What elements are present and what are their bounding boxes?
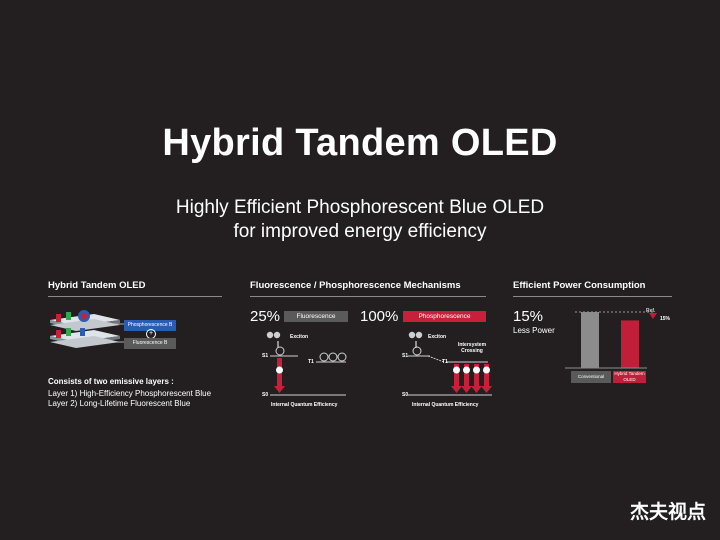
- less-power-label: Less Power: [513, 326, 555, 335]
- panel3-header: Efficient Power Consumption: [513, 280, 672, 297]
- phos-exciton-label: Exciton: [428, 334, 447, 340]
- desc-layer-1: Layer 1) High-Efficiency Phosphorescent …: [48, 389, 212, 398]
- bar-label-conventional: Conventional: [571, 371, 611, 383]
- down-arrow-icon: [649, 313, 657, 319]
- ref-label: Ref.: [646, 308, 656, 314]
- panel2-header: Fluorescence / Phosphorescence Mechanism…: [250, 280, 486, 297]
- bar-label-hybrid: Hybrid Tandem OLED: [613, 371, 646, 383]
- page-title: Hybrid Tandem OLED: [162, 122, 558, 164]
- bar-conventional: [581, 312, 599, 368]
- fluorescence-diagram: [266, 331, 347, 396]
- fluo-s1-label: S1: [262, 353, 269, 359]
- power-bar-chart: [565, 311, 657, 369]
- fluorescence-label: Fluorescence: [284, 311, 348, 322]
- panel-power: Efficient Power Consumption: [513, 280, 672, 297]
- fluo-exciton-label: Exciton: [290, 334, 309, 340]
- desc-title: Consists of two emissive layers :: [48, 377, 174, 386]
- fluo-t1-label: T1: [308, 359, 314, 365]
- panel1-header: Hybrid Tandem OLED: [48, 280, 222, 297]
- isc-label: Intersystem Crossing: [457, 342, 487, 354]
- panel-hybrid-tandem: Hybrid Tandem OLED: [48, 280, 222, 297]
- fluo-s0-label: S0: [262, 392, 269, 398]
- panel-mechanisms: Fluorescence / Phosphorescence Mechanism…: [250, 280, 486, 297]
- fluorescence-percent: 25%: [250, 308, 281, 325]
- bar-hybrid-tandem: [621, 320, 639, 368]
- desc-layer-2: Layer 2) Long-Lifetime Fluorescent Blue: [48, 399, 191, 408]
- tag-phosphorescence-b: Phosphorescence B: [124, 320, 176, 331]
- phos-s0-label: S0: [402, 392, 409, 398]
- phos-s1-label: S1: [402, 353, 409, 359]
- phos-t1-label: T1: [442, 359, 448, 365]
- ref-percent: 15%: [660, 316, 671, 322]
- layer-description: Consists of two emissive layers : Layer …: [48, 377, 228, 409]
- subtitle-line-2: for improved energy efficiency: [233, 221, 487, 242]
- subtitle: Highly Efficient Phosphorescent Blue OLE…: [0, 196, 720, 244]
- phos-caption: Internal Quantum Efficiency: [412, 402, 479, 408]
- oled-stack-illustration: [50, 310, 124, 348]
- watermark: 杰夫视点: [629, 501, 706, 523]
- power-percent: 15%: [513, 308, 544, 325]
- fluo-caption: Internal Quantum Efficiency: [271, 402, 338, 408]
- phosphorescence-label: Phosphorescence: [403, 311, 486, 322]
- phosphorescence-diagram: [408, 331, 492, 396]
- subtitle-line-1: Highly Efficient Phosphorescent Blue OLE…: [175, 197, 545, 218]
- tag-fluorescence-b: Fluorescence B: [124, 338, 176, 349]
- phosphorescence-percent: 100%: [360, 308, 399, 325]
